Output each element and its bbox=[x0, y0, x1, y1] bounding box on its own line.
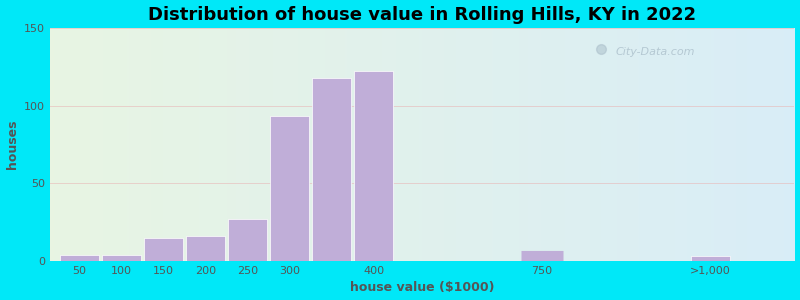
Y-axis label: houses: houses bbox=[6, 120, 18, 169]
Bar bbox=[102, 255, 141, 261]
Bar bbox=[60, 255, 98, 261]
Text: City-Data.com: City-Data.com bbox=[616, 46, 695, 56]
Bar bbox=[313, 78, 351, 261]
Bar bbox=[144, 238, 183, 261]
Bar bbox=[691, 256, 730, 261]
Bar bbox=[270, 116, 309, 261]
Bar bbox=[354, 71, 393, 261]
Bar bbox=[228, 219, 267, 261]
Title: Distribution of house value in Rolling Hills, KY in 2022: Distribution of house value in Rolling H… bbox=[148, 6, 696, 24]
X-axis label: house value ($1000): house value ($1000) bbox=[350, 281, 494, 294]
Bar bbox=[186, 236, 225, 261]
